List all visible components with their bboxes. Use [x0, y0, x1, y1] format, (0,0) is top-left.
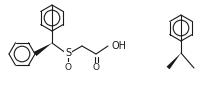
Polygon shape [166, 53, 181, 69]
Text: O: O [65, 63, 71, 72]
Text: OH: OH [111, 41, 126, 51]
Text: S: S [65, 48, 71, 58]
Text: O: O [93, 64, 99, 73]
Polygon shape [34, 43, 52, 56]
